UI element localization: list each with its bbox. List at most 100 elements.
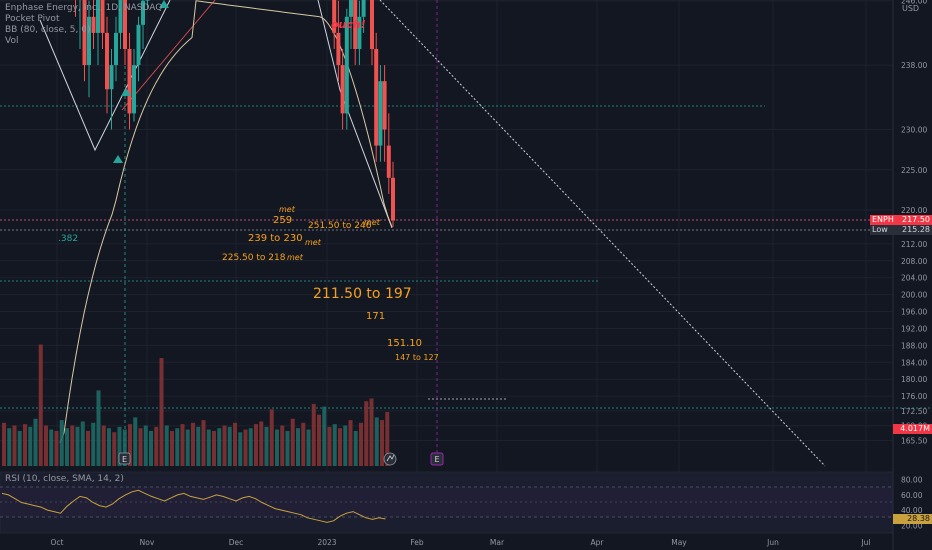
svg-text:E: E — [122, 455, 127, 464]
volume-bar — [33, 418, 38, 466]
rsi-axis: 80.00 60.00 40.00 20.00 — [901, 476, 923, 531]
candle-body — [96, 0, 100, 33]
pocket-pivot-icon — [159, 0, 169, 8]
rsi-legend: RSI (10, close, SMA, 14, 2) — [5, 474, 124, 485]
dividend-icon — [383, 452, 397, 466]
price-tick-label: 172.50 — [901, 407, 927, 416]
volume-bar — [317, 414, 321, 466]
rsi-tick-label: 60.00 — [901, 491, 923, 500]
candle-body — [109, 65, 114, 90]
candle-body — [87, 16, 91, 66]
candle-body — [332, 0, 337, 33]
rsi-line — [1, 489, 386, 523]
drawings-layer — [0, 0, 932, 467]
price-tick-label: 184.00 — [901, 358, 927, 367]
event-markers[interactable]: E E — [118, 452, 444, 466]
volume-bar — [338, 428, 342, 466]
volume-bar — [70, 425, 75, 466]
volume-bars — [2, 344, 390, 466]
candle-body — [361, 0, 366, 17]
volume-bar — [143, 425, 148, 466]
volume-bar — [149, 430, 153, 466]
volume-value-tag: 4.017M — [893, 424, 932, 434]
pocket-pivot-icon — [121, 88, 131, 96]
rsi-value-tag: 28.38 — [893, 514, 932, 524]
volume-bar — [301, 422, 306, 466]
volume-bar — [269, 409, 274, 466]
candle-body — [91, 16, 96, 33]
volume-bar — [159, 358, 164, 466]
volume-bar — [254, 424, 258, 466]
volume-bar — [385, 412, 390, 466]
volume-bar — [227, 426, 232, 466]
candle-body — [114, 32, 118, 66]
price-tick-label: 225.00 — [901, 166, 927, 175]
volume-bar — [353, 430, 358, 466]
indicator-bb[interactable]: BB (80, close, 5, 0) — [5, 25, 91, 35]
price-tick-label: 230.00 — [901, 126, 927, 135]
annotation-ouch: ouch! — [331, 18, 366, 31]
indicator-vol[interactable]: Vol — [5, 36, 19, 46]
time-axis[interactable]: Oct Nov Dec 2023 Feb Mar Apr May Jun Jul — [51, 538, 871, 547]
volume-bar — [212, 430, 216, 466]
volume-bar — [28, 426, 33, 466]
candle-body — [132, 65, 136, 114]
volume-bar — [128, 424, 132, 466]
price-tick-label: 165.50 — [901, 437, 927, 446]
annotation-171: 171 — [366, 311, 386, 322]
candle-body — [100, 0, 105, 33]
price-tick-label: 192.00 — [901, 324, 927, 333]
pattern-line-up — [121, 0, 216, 111]
annotation-251-246: 251.50 to 246 — [308, 221, 372, 231]
price-tick-label: 208.00 — [901, 257, 927, 266]
rsi-tick-label: 80.00 — [901, 476, 923, 485]
annotation-147-127: 147 to 127 — [395, 353, 439, 362]
indicator-pocket-pivot[interactable]: Pocket Pivot — [5, 14, 60, 24]
volume-bar — [17, 430, 22, 466]
volume-bar — [217, 428, 222, 466]
candle-body — [353, 0, 358, 50]
price-tick-label: 220.00 — [901, 206, 927, 215]
volume-bar — [306, 429, 311, 466]
time-tick-label: 2023 — [317, 538, 336, 547]
volume-bar — [264, 426, 269, 466]
candle-body — [374, 49, 379, 146]
volume-bar — [348, 420, 353, 466]
price-axis[interactable]: 270.00262.00254.00246.00238.00230.00225.… — [892, 0, 927, 550]
volume-bar — [49, 429, 54, 466]
price-tick-label: 200.00 — [901, 291, 927, 300]
volume-bar — [311, 403, 316, 466]
annotation-met: met — [364, 218, 380, 227]
candle-body — [336, 32, 341, 66]
candle-body — [118, 0, 123, 33]
annotation-259: 259 — [273, 215, 293, 226]
candle-body — [378, 81, 383, 146]
annotation-151: 151.10 — [387, 338, 422, 349]
earnings-icon — [118, 452, 131, 465]
chart-legend: Enphase Energy, Inc., 1D, NASDAQ Pocket … — [5, 3, 162, 47]
symbol-title[interactable]: Enphase Energy, Inc., 1D, NASDAQ — [5, 3, 163, 13]
rsi-tick-label: 40.00 — [901, 506, 923, 515]
volume-bar — [96, 390, 101, 466]
volume-bar — [117, 426, 122, 466]
volume-bar — [12, 425, 17, 466]
trend-line-down — [379, 0, 826, 467]
rsi-label[interactable]: RSI (10, close, SMA, 14, 2) — [5, 474, 124, 484]
time-tick-label: Dec — [229, 538, 244, 547]
volume-bar — [65, 428, 69, 466]
volume-bar — [2, 422, 6, 466]
time-tick-label: Jun — [766, 538, 779, 547]
price-tick-label: 188.00 — [901, 341, 927, 350]
volume-bar — [91, 422, 96, 466]
price-tick-label: 238.00 — [901, 61, 927, 70]
annotation-met: met — [305, 238, 321, 247]
volume-bar — [248, 428, 253, 466]
pattern-line-fall — [317, 0, 393, 229]
volume-bar — [343, 425, 348, 466]
candle-body — [136, 24, 141, 66]
volume-bar — [154, 426, 159, 466]
price-tick-label: 196.00 — [901, 308, 927, 317]
volume-bar — [296, 428, 300, 466]
candle-body — [123, 0, 127, 50]
